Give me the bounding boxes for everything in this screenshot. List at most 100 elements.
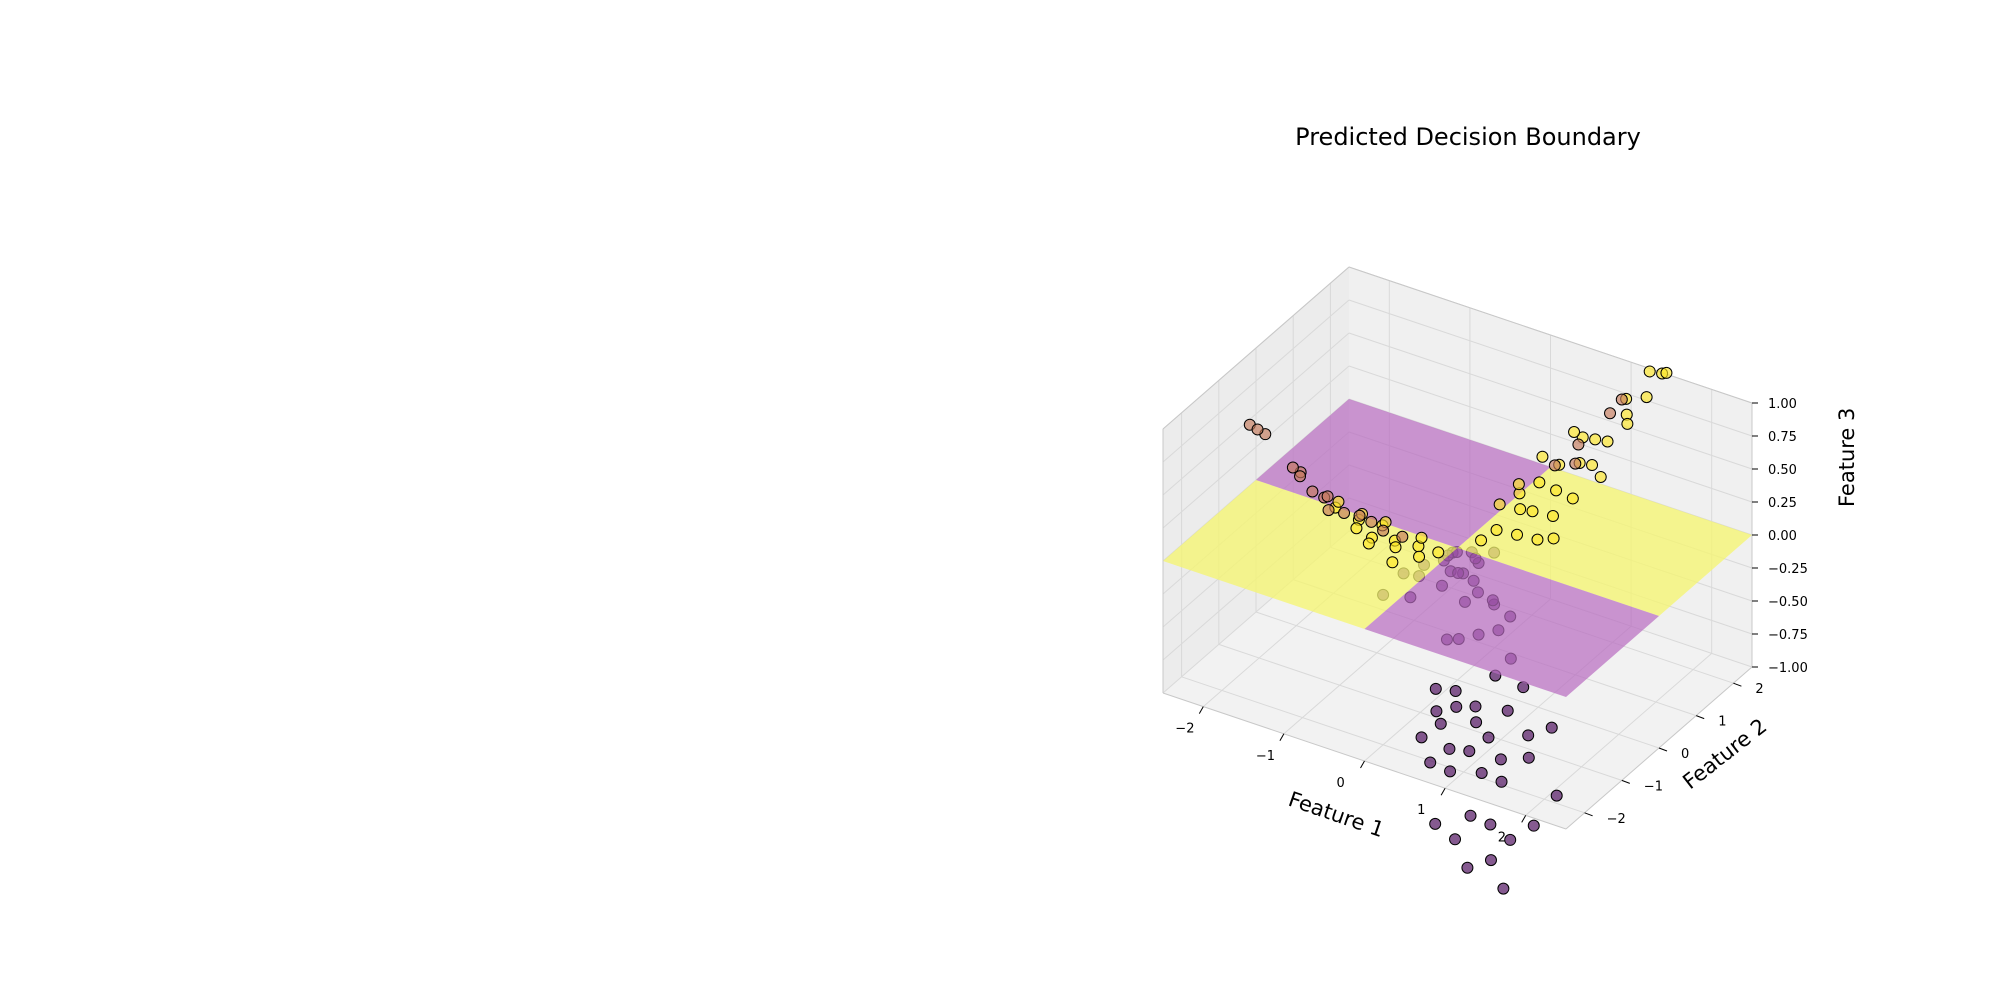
data-point [1572,438,1585,451]
data-point [1550,484,1563,497]
data-point [1461,861,1474,874]
z-tick-label: −0.25 [1768,562,1808,577]
data-point [1432,546,1445,559]
data-point [1464,809,1477,822]
x-tick-mark [1279,733,1285,742]
data-point [1566,492,1579,505]
data-point [1526,505,1539,518]
data-point [1350,522,1363,535]
data-point [1475,534,1488,547]
data-point [1444,765,1457,778]
data-point [1434,717,1447,730]
data-point [1531,533,1544,546]
data-point [1569,457,1582,470]
grid-line-z [1348,332,1753,470]
surface-region-positive [1457,467,1752,616]
data-point [1430,705,1443,718]
y-tick-mark [1621,779,1630,784]
surface-region-positive [1163,480,1458,629]
data-point [1501,704,1514,717]
data-point [1546,510,1559,523]
data-point [1470,716,1483,729]
data-point [1589,433,1602,446]
data-point [1469,700,1482,713]
x-tick-mark [1360,760,1365,769]
data-point [1475,767,1488,779]
data-point [1511,528,1524,541]
data-point [1594,470,1607,483]
x-tick-mark [1198,706,1204,714]
data-point [1424,756,1437,769]
data-point [1377,524,1390,537]
y-tick-label: −1 [1644,779,1663,794]
chart-title: Predicted Decision Boundary [1295,123,1641,151]
y-tick-mark [1584,812,1593,817]
surface-region-negative [1256,399,1551,548]
data-point [1601,435,1614,448]
data-point [1548,459,1561,472]
data-point [1643,365,1656,378]
pane-edge [1162,266,1350,430]
data-point [1429,682,1442,695]
grid-line-y [1218,643,1622,781]
tick-labels: −2 −1 0 1 2 −2 −1 0 1 2 −1.00 −0.75 −0.50 −0.25 0.00 0.… [1175,397,1808,845]
surface-region-negative [1364,548,1659,697]
x-tick-label: −2 [1175,722,1194,737]
z-tick-label: 0.00 [1768,529,1797,544]
data-point [1660,366,1673,379]
data-point [1586,459,1599,472]
data-point [1533,476,1546,489]
data-point [1353,509,1366,522]
data-point [1429,817,1442,830]
data-point [1294,470,1307,483]
x-tick-mark [1440,787,1446,796]
data-point [1504,833,1517,846]
data-point [1396,530,1409,543]
data-point [1251,423,1264,436]
z-tick-label: 0.50 [1768,463,1797,478]
data-point [1495,775,1508,788]
z-tick-label: −0.75 [1768,628,1808,643]
x-tick-label: 0 [1337,776,1345,791]
data-point [1449,833,1462,846]
grid-line-z [1348,365,1753,503]
y-tick-label: 1 [1718,715,1726,730]
y-tick-label: 2 [1755,682,1763,697]
data-point [1413,550,1426,563]
data-point [1497,882,1510,895]
data-point [1482,731,1495,744]
x-axis-label: Feature 1 [1285,787,1387,842]
data-point [1527,819,1540,832]
data-point [1514,503,1527,516]
data-point [1362,537,1375,550]
points-above-surface [1243,365,1673,569]
decision-surface [1163,399,1752,697]
grid-line-z [1162,299,1350,463]
data-point [1322,504,1335,517]
z-axis-label: Feature 3 [1835,408,1859,507]
data-point [1484,854,1497,867]
data-point [1536,450,1549,463]
data-point [1443,742,1456,755]
data-point [1512,478,1525,491]
grid-line-y [1181,676,1585,814]
grid-line-y [1255,611,1660,749]
data-point [1415,531,1428,544]
data-point [1547,532,1560,545]
data-point [1493,498,1506,511]
data-point [1615,393,1628,406]
x-tick-mark [1521,815,1527,823]
data-point [1522,751,1535,764]
y-tick-label: 0 [1681,747,1689,762]
z-tick-label: −0.50 [1768,595,1808,610]
data-point [1389,541,1402,554]
z-tick-label: −1.00 [1768,661,1808,676]
data-point [1568,426,1581,438]
data-point [1386,556,1399,569]
data-point [1463,745,1476,758]
y-tick-mark [1733,682,1742,687]
y-tick-mark [1696,715,1705,720]
z-tick-label: 0.25 [1768,496,1797,511]
x-tick-label: −1 [1256,749,1275,764]
grid-line-z [1162,365,1350,529]
